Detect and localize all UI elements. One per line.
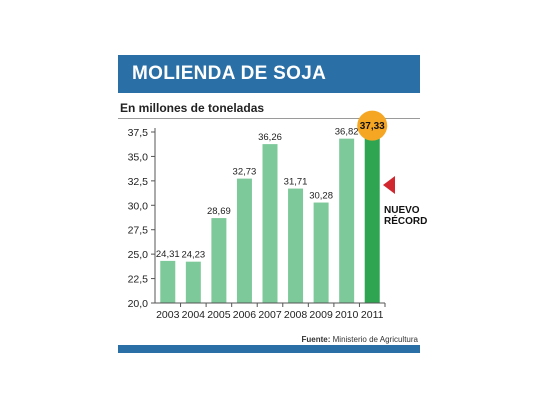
source-text: Ministerio de Agricultura xyxy=(332,335,418,344)
y-tick-label: 25,0 xyxy=(128,249,149,261)
bar-2007 xyxy=(262,144,278,303)
bars xyxy=(160,133,380,303)
record-arrow-icon xyxy=(383,176,395,194)
value-label-2009: 30,28 xyxy=(309,191,333,202)
value-label-2005: 28,69 xyxy=(207,206,231,217)
value-label-2004: 24,23 xyxy=(181,250,205,261)
record-badge-circle xyxy=(357,110,388,141)
value-label-2003: 24,31 xyxy=(156,249,180,260)
x-axis: 2003 2004 2005 2006 2007 2008 2009 2010 2011 xyxy=(155,302,386,321)
record-badge: 37,33 xyxy=(357,110,388,141)
x-tick-label-2009: 2009 xyxy=(309,309,333,321)
bar-2008 xyxy=(288,188,304,303)
y-tick-label: 30,0 xyxy=(128,200,149,212)
chart-subtitle: En millones de toneladas xyxy=(120,101,265,115)
annotation-line-1: NUEVO xyxy=(384,205,420,216)
x-tick-label-2010: 2010 xyxy=(335,309,359,321)
value-label-2006: 32,73 xyxy=(233,167,257,178)
bar-2010 xyxy=(339,138,355,303)
x-tick-label-2003: 2003 xyxy=(156,309,180,321)
y-tick-label: 32,5 xyxy=(128,176,149,188)
y-tick-label: 27,5 xyxy=(128,225,149,237)
x-tick-label-2007: 2007 xyxy=(258,309,282,321)
source-label: Fuente: xyxy=(301,335,331,344)
value-label-2010: 36,82 xyxy=(335,127,359,138)
x-tick-label-2011: 2011 xyxy=(361,309,384,321)
x-tick-label-2004: 2004 xyxy=(182,309,206,321)
y-tick-label: 22,5 xyxy=(128,274,149,286)
subtitle-divider xyxy=(118,118,420,119)
x-tick-label-2006: 2006 xyxy=(233,309,257,321)
y-tick-label: 35,0 xyxy=(128,151,149,163)
value-label-2007: 36,26 xyxy=(258,132,282,143)
bar-2005 xyxy=(211,218,227,303)
record-annotation: NUEVO RÉCORD xyxy=(383,176,427,227)
bar-2003 xyxy=(160,260,176,303)
x-tick-label-2005: 2005 xyxy=(207,309,231,321)
y-axis: 20,0 22,5 25,0 27,5 30,0 32,5 35,0 37,5 xyxy=(128,127,156,310)
bar-2009 xyxy=(313,202,329,303)
bar-2006 xyxy=(236,178,252,303)
y-tick-label: 20,0 xyxy=(128,298,149,310)
value-label-2011: 37,33 xyxy=(360,121,385,132)
source-note: Fuente: Ministerio de Agricultura xyxy=(302,335,419,344)
bar-2004 xyxy=(185,261,201,303)
value-label-2008: 31,71 xyxy=(284,177,308,188)
y-tick-label: 37,5 xyxy=(128,127,149,139)
bottom-bar xyxy=(118,345,420,353)
chart-title: MOLIENDA DE SOJA xyxy=(132,63,327,84)
x-tick-label-2008: 2008 xyxy=(284,309,308,321)
annotation-line-2: RÉCORD xyxy=(384,214,427,227)
bar-2011 xyxy=(364,133,380,303)
title-bar: MOLIENDA DE SOJA xyxy=(118,55,420,93)
